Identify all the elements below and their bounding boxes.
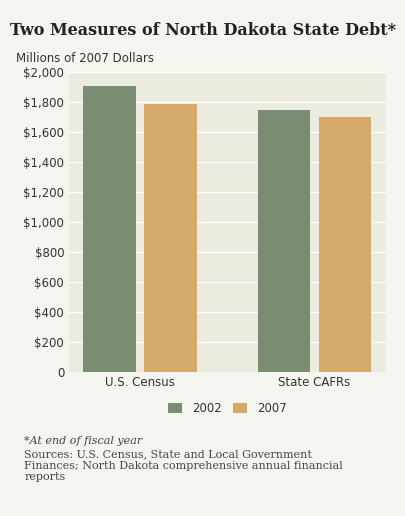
- Bar: [144, 104, 196, 372]
- Text: *At end of fiscal year: *At end of fiscal year: [24, 436, 142, 446]
- Bar: [318, 117, 371, 372]
- Text: Sources: U.S. Census, State and Local Government
Finances; North Dakota comprehe: Sources: U.S. Census, State and Local Go…: [24, 449, 342, 482]
- Legend: 2002, 2007: 2002, 2007: [163, 397, 291, 420]
- Text: Two Measures of North Dakota State Debt*: Two Measures of North Dakota State Debt*: [10, 22, 395, 39]
- Bar: [257, 110, 309, 372]
- Text: Millions of 2007 Dollars: Millions of 2007 Dollars: [16, 52, 154, 64]
- Bar: [83, 86, 135, 372]
